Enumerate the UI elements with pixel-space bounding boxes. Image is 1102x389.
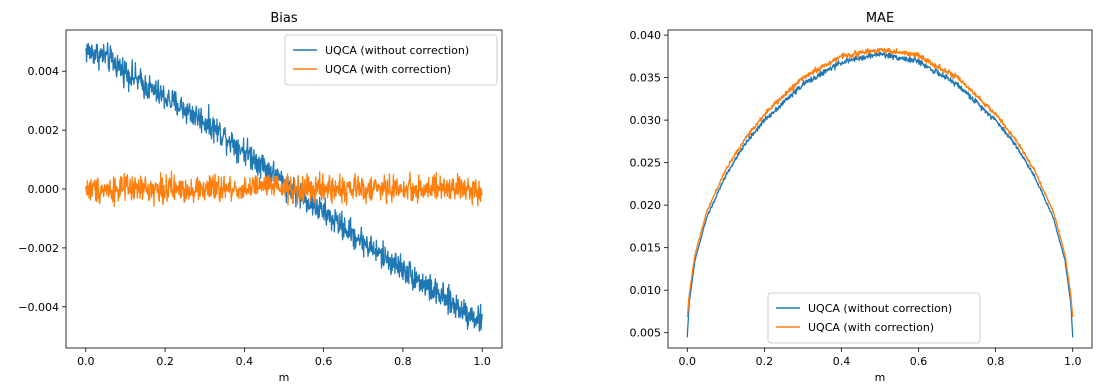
x-tick-label: 1.0 [1064,355,1082,368]
x-tick-label: 0.6 [910,355,928,368]
x-tick-label: 0.2 [756,355,774,368]
x-tick-label: 0.0 [679,355,697,368]
y-tick-label: −0.004 [18,301,59,314]
x-tick-label: 0.2 [156,355,174,368]
y-tick-label: 0.005 [630,327,662,340]
bias-legend: UQCA (without correction) UQCA (with corr… [284,34,498,86]
x-tick-label: 0.0 [77,355,95,368]
y-tick-label: 0.002 [28,124,60,137]
bias-axes-frame [65,29,503,349]
bias-title: Bias [270,11,297,26]
y-tick-label: 0.010 [630,284,662,297]
mae-axes-frame [667,29,1093,349]
y-tick-label: 0.025 [630,157,662,170]
y-tick-label: 0.015 [630,242,662,255]
legend-label: UQCA (without correction) [808,302,952,315]
bias-x-axis-label: m [279,371,290,384]
mae-title: MAE [866,11,894,26]
y-tick-label: 0.030 [630,114,662,127]
y-tick-label: 0.004 [28,65,60,78]
legend-box [767,292,981,344]
series-line-2 [686,47,1074,318]
legend-label: UQCA (with correction) [808,321,934,334]
mae-x-axis-label: m [875,371,886,384]
x-tick-label: 0.4 [236,355,254,368]
legend-label: UQCA (with correction) [325,63,451,76]
y-tick-label: 0.040 [630,29,662,42]
series-line-1 [686,51,1074,338]
y-tick-label: −0.002 [18,242,59,255]
series-line-2 [85,170,483,207]
y-tick-label: 0.035 [630,72,662,85]
legend-box [284,34,498,86]
bias-chart: Bias 0.0 0.2 0.4 0.6 0.8 1.0 −0.004 −0.002 0.000 0… [18,11,503,384]
mae-chart: MAE 0.0 0.2 0.4 0.6 0.8 1.0 0.005 0.010 0.015 0.02… [630,11,1093,384]
x-tick-label: 0.8 [394,355,412,368]
x-tick-label: 1.0 [473,355,491,368]
mae-legend: UQCA (without correction) UQCA (with corr… [767,292,981,344]
x-tick-label: 0.4 [833,355,851,368]
x-tick-label: 0.6 [315,355,333,368]
y-tick-label: 0.020 [630,199,662,212]
x-tick-label: 0.8 [987,355,1005,368]
y-tick-label: 0.000 [28,183,60,196]
legend-label: UQCA (without correction) [325,44,469,57]
